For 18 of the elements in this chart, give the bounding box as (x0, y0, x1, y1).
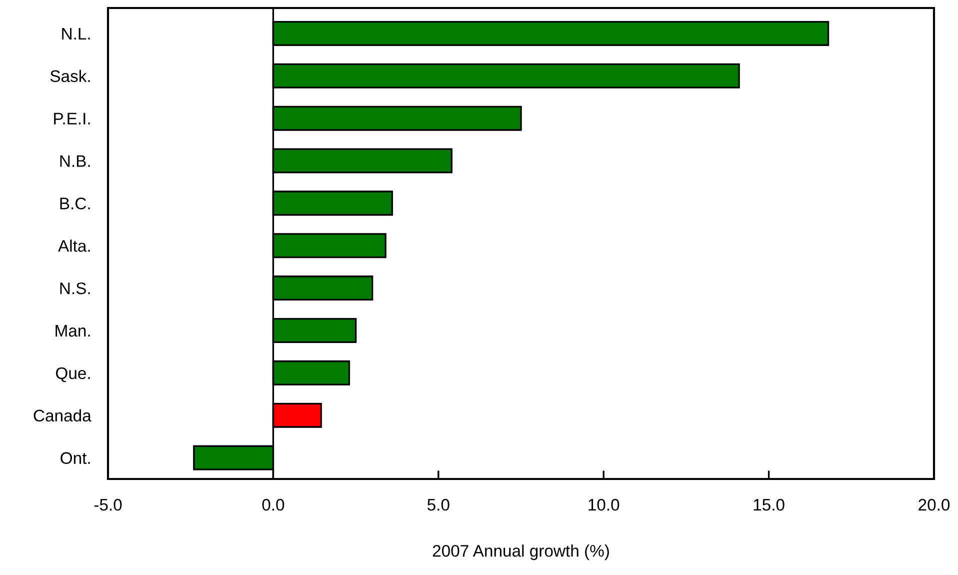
y-tick-label: N.L. (62, 28, 90, 40)
x-tick-label: 10.0 (588, 498, 620, 511)
x-tick-label: 15.0 (754, 498, 784, 511)
y-tick-label: Ont. (60, 452, 90, 464)
y-tick-label: Alta. (58, 240, 90, 252)
x-tick-label: 0.0 (262, 498, 284, 511)
y-tick-label: N.S. (60, 282, 90, 294)
y-tick-label: Sask. (50, 70, 90, 82)
x-axis-title: 2007 Annual growth (%) (432, 544, 609, 560)
y-tick-label: P.E.I. (54, 112, 90, 124)
x-tick-label: 5.0 (427, 498, 450, 511)
y-tick-label: N.B. (60, 155, 90, 167)
x-tick-label: -5.0 (94, 498, 122, 511)
x-tick-label: 20.0 (918, 498, 950, 511)
y-tick-label: B.C. (60, 198, 90, 210)
y-tick-label: Que. (56, 367, 90, 382)
y-tick-label: Canada (34, 409, 92, 422)
y-tick-label: Man. (56, 325, 90, 337)
